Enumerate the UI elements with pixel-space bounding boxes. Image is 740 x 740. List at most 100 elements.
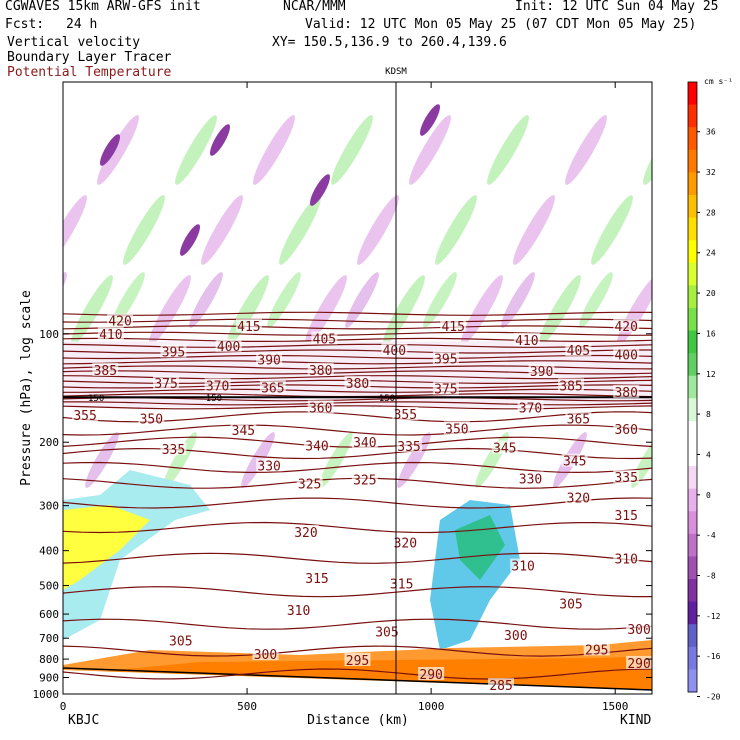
wave-streak [617,275,652,345]
theta-label: 310 [614,552,637,567]
wave-streak [397,432,431,488]
colorbar-tick-label: -12 [706,612,721,621]
theta-label: 320 [567,492,590,507]
theta-label: 305 [169,634,192,649]
theta-label-bg [373,624,400,638]
y-axis-label: Pressure (hPa), log scale [19,290,34,486]
colorbar-swatch [688,217,697,241]
theta-line [63,521,652,534]
colorbar-swatch [688,240,697,264]
fcst-label: Fcst: [5,17,45,32]
theta-line [63,360,652,365]
colorbar-tick-label: -16 [706,652,721,661]
theta-label: 320 [394,537,417,552]
theta-label-bg [613,384,640,398]
colorbar-swatch [688,194,697,219]
wave-streak [487,115,529,185]
theta-line [63,424,652,436]
theta-line [63,618,652,630]
theta-label: 285 [489,679,512,694]
theta-label: 400 [217,340,240,355]
theta-label-bg [613,551,640,565]
xy-coords: XY= 150.5,136.9 to 260.4,139.6 [272,35,507,50]
theta-label: 405 [567,344,590,359]
theta-line [63,405,652,410]
y-tick-label: 1000 [33,688,60,701]
wave-streak [253,115,295,185]
y-tick-label: 800 [39,653,59,666]
wave-streak [631,432,652,488]
theta-label: 345 [563,455,586,470]
theta-label: 375 [154,377,177,392]
station-left-label: KBJC [68,713,99,728]
colorbar-frame [687,81,698,693]
theta-label: 305 [559,597,582,612]
theta-label-bg [351,435,378,449]
wave-streak [565,115,607,185]
theta-line [63,461,652,474]
theta-line [63,331,652,336]
colorbar-tick-label: 24 [706,249,716,258]
wave-streak [643,115,652,185]
theta-label: 320 [294,526,317,541]
theta-label: 410 [99,328,122,343]
theta-line [63,645,652,657]
theta-label-bg [510,558,537,572]
colorbar-tick-label: -4 [706,531,716,540]
theta-label: 350 [445,422,468,437]
theta-label-bg [418,667,445,681]
colorbar-swatch [688,149,697,173]
theta-label-bg [138,411,165,425]
colorbar-swatch [688,353,697,377]
y-tick-label: 300 [39,500,59,513]
colorbar-unit: cm s⁻¹ [704,77,733,86]
theta-label: 345 [232,424,255,439]
theta-label-bg [307,362,334,376]
strong-downdraft [420,104,440,136]
theta-line [63,586,652,598]
wave-streak [383,275,425,345]
theta-label-bg [440,318,467,332]
theta-label-bg [626,621,652,635]
theta-label: 415 [441,320,464,335]
theta-label: 315 [390,577,413,592]
theta-label: 380 [346,377,369,392]
theta-label: 385 [94,364,117,379]
theta-label-bg [392,407,419,421]
x-tick-label: 1000 [418,700,445,713]
theta-label: 370 [519,401,542,416]
theta-label: 360 [614,423,637,438]
colorbar-swatch [688,420,697,444]
theta-label-bg [259,380,286,394]
colorbar-tick-label: 16 [706,329,716,338]
theta-label-bg [285,603,312,617]
theta-label: 400 [383,344,406,359]
colorbar-tick-label: 4 [706,450,711,459]
theta-label-bg [613,347,640,361]
y-tick-label: 200 [39,436,59,449]
theta-label-bg [344,653,371,667]
theta-label-bg [565,411,592,425]
theta-label-bg [432,351,459,365]
theta-label: 370 [206,379,229,394]
theta-line [63,354,652,360]
theta-label: 315 [614,509,637,524]
colorbar-swatch [688,533,697,557]
colorbar: cm s⁻¹ 36 32 28 24 20 16 12 8 4 0 -4 -8 -12 -16 -20 [687,77,733,702]
axes: 0 500 1000 1500 100 200 300 400 500 600 700 800 900 1… [33,82,652,713]
y-tick-label: 600 [39,608,59,621]
theta-label-bg [565,490,592,504]
theta-label-bg [381,343,408,357]
theta-label-bg [296,476,323,490]
wave-streak [97,115,139,185]
model-title: CGWAVES 15km ARW-GFS init [5,0,201,14]
theta-label: 325 [298,477,321,492]
theta-label: 390 [257,354,280,369]
theta-label-bg [292,524,319,538]
theta-label: 355 [73,409,96,424]
theta-label: 300 [504,629,527,644]
colorbar-swatch [688,172,697,196]
theta-label-bg [491,440,518,454]
theta-line [63,668,652,680]
